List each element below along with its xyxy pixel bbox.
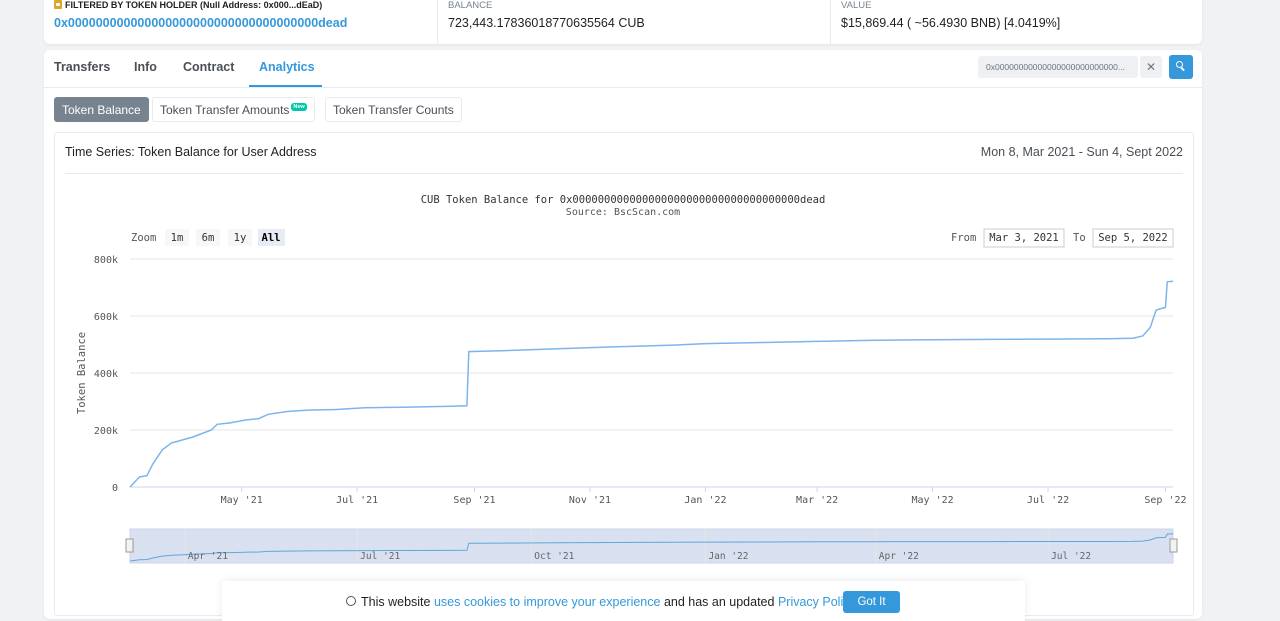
filter-label: FILTERED BY TOKEN HOLDER (Null Address: … bbox=[54, 0, 322, 10]
zoom-button-1y-label: 1y bbox=[234, 232, 247, 244]
x-tick-label: Sep '21 bbox=[453, 495, 495, 506]
x-axis-ticks: May '21 Jul '21 Sep '21 Nov '21 Jan '22 Mar '… bbox=[221, 487, 1187, 506]
navigator-tick-label: Apr '21 bbox=[188, 551, 228, 562]
from-date-input[interactable]: Mar 3, 2021 bbox=[983, 228, 1065, 248]
value-amount: $15,869.44 ( ~56.4930 BNB) [4.0419%] bbox=[841, 16, 1061, 30]
to-label: To bbox=[1073, 232, 1086, 244]
zoom-button-6m[interactable]: 6m bbox=[196, 229, 220, 246]
subtab-token-transfer-counts[interactable]: Token Transfer Counts bbox=[325, 97, 462, 122]
zoom-button-all-label: All bbox=[262, 232, 281, 244]
y-tick-label: 800k bbox=[94, 255, 118, 266]
chart-date-range: Mon 8, Mar 2021 - Sun 4, Sept 2022 bbox=[980, 145, 1183, 159]
navigator-handle-right[interactable] bbox=[1169, 538, 1178, 553]
chart-subtitle: Source: BscScan.com bbox=[566, 207, 680, 218]
cookie-text: This website uses cookies to improve you… bbox=[361, 595, 858, 609]
holder-info-card: FILTERED BY TOKEN HOLDER (Null Address: … bbox=[44, 0, 1202, 44]
new-badge: New bbox=[291, 103, 307, 111]
zoom-button-6m-label: 6m bbox=[202, 232, 215, 244]
holder-filter-column: FILTERED BY TOKEN HOLDER (Null Address: … bbox=[44, 0, 437, 44]
navigator-tick-label: Apr '22 bbox=[879, 551, 919, 562]
balance-label: BALANCE bbox=[448, 0, 493, 11]
navigator-handle-left[interactable] bbox=[125, 538, 134, 553]
x-tick-label: Nov '21 bbox=[569, 495, 611, 506]
zoom-button-1m[interactable]: 1m bbox=[165, 229, 189, 246]
clear-search-button[interactable]: ✕ bbox=[1140, 56, 1162, 78]
to-date-value: Sep 5, 2022 bbox=[1098, 232, 1168, 244]
x-tick-label: Mar '22 bbox=[796, 495, 838, 506]
x-tick-label: Sep '22 bbox=[1144, 495, 1186, 506]
chart-divider bbox=[65, 173, 1183, 174]
x-tick-label: Jul '22 bbox=[1027, 495, 1069, 506]
y-tick-label: 200k bbox=[94, 426, 118, 437]
tab-transfers[interactable]: Transfers bbox=[54, 60, 111, 74]
zoom-button-1y[interactable]: 1y bbox=[228, 229, 252, 246]
to-date-input[interactable]: Sep 5, 2022 bbox=[1092, 228, 1174, 248]
subtab-transfer-amounts-label: Token Transfer Amounts bbox=[160, 103, 290, 117]
zoom-button-all-bg bbox=[258, 229, 285, 246]
zoom-button-1m-bg bbox=[165, 229, 189, 246]
subtab-token-balance[interactable]: Token Balance bbox=[54, 97, 149, 122]
from-label: From bbox=[951, 232, 976, 244]
y-tick-label: 0 bbox=[112, 483, 118, 494]
navigator-tick-label: Jul '21 bbox=[360, 551, 400, 562]
x-tick-label: May '22 bbox=[912, 495, 954, 506]
navigator-tick-label: Jan '22 bbox=[708, 551, 748, 562]
balance-value: 723,443.17836018770635564 CUB bbox=[448, 16, 645, 30]
zoom-button-1m-label: 1m bbox=[171, 232, 184, 244]
navigator[interactable]: Apr '21 Jul '21 Oct '21 Jan '22 Apr '22 Jul '… bbox=[125, 528, 1178, 564]
from-date-value: Mar 3, 2021 bbox=[989, 232, 1059, 244]
search-button[interactable] bbox=[1169, 55, 1193, 79]
lock-icon bbox=[54, 0, 62, 9]
balance-column: BALANCE 723,443.17836018770635564 CUB bbox=[437, 0, 831, 44]
close-icon: ✕ bbox=[1145, 60, 1157, 74]
cookie-icon bbox=[346, 596, 356, 606]
navigator-tick-label: Jul '22 bbox=[1051, 551, 1091, 562]
cookie-banner: This website uses cookies to improve you… bbox=[222, 581, 1025, 621]
search-input[interactable]: 0x00000000000000000000000000... bbox=[978, 56, 1138, 78]
chart-grid bbox=[130, 258, 1173, 488]
tab-info[interactable]: Info bbox=[134, 60, 157, 74]
chart-header-title: Time Series: Token Balance for User Addr… bbox=[65, 145, 317, 159]
holder-address-link[interactable]: 0x000000000000000000000000000000000000de… bbox=[54, 16, 348, 30]
value-label: VALUE bbox=[841, 0, 872, 11]
x-tick-label: May '21 bbox=[221, 495, 263, 506]
got-it-button[interactable]: Got It bbox=[843, 591, 900, 613]
zoom-button-all[interactable]: All bbox=[258, 229, 285, 246]
chart-title: CUB Token Balance for 0x0000000000000000… bbox=[421, 194, 826, 206]
navigator-ticks: Apr '21 Jul '21 Oct '21 Jan '22 Apr '22 Jul '… bbox=[188, 551, 1091, 562]
zoom-button-6m-bg bbox=[196, 229, 220, 246]
navigator-tick-label: Oct '21 bbox=[534, 551, 574, 562]
cookie-policy-link[interactable]: uses cookies to improve your experience bbox=[433, 595, 661, 609]
search-icon bbox=[1176, 61, 1183, 68]
cookie-text-before: This website bbox=[361, 595, 434, 609]
from-date-input-box bbox=[983, 228, 1065, 248]
zoom-button-1y-bg bbox=[228, 229, 252, 246]
y-axis-ticks: 0 200k 400k 600k 800k bbox=[94, 255, 118, 494]
subtab-token-transfer-amounts[interactable]: Token Transfer Amounts New bbox=[152, 97, 315, 122]
tab-analytics[interactable]: Analytics bbox=[259, 60, 315, 74]
value-column: VALUE $15,869.44 ( ~56.4930 BNB) [4.0419… bbox=[830, 0, 1211, 44]
x-tick-label: Jan '22 bbox=[684, 495, 726, 506]
navigator-series-line bbox=[129, 533, 1174, 562]
tab-contract[interactable]: Contract bbox=[183, 60, 235, 74]
privacy-policy-link[interactable]: Privacy Policy bbox=[777, 595, 855, 609]
x-tick-label: Jul '21 bbox=[336, 495, 378, 506]
y-tick-label: 600k bbox=[94, 312, 118, 323]
series-line-token-balance bbox=[129, 280, 1174, 488]
zoom-label: Zoom bbox=[131, 232, 156, 244]
y-tick-label: 400k bbox=[94, 369, 118, 380]
filter-label-text: FILTERED BY TOKEN HOLDER (Null Address: … bbox=[65, 0, 323, 10]
cookie-text-middle: and has an updated bbox=[660, 595, 778, 609]
active-tab-indicator bbox=[249, 85, 322, 87]
y-axis-label: Token Balance bbox=[76, 332, 88, 414]
navigator-selected-range bbox=[129, 528, 1174, 564]
navigator-grid bbox=[184, 529, 1049, 563]
main-card: Transfers Info Contract Analytics 0x0000… bbox=[44, 50, 1202, 619]
to-date-input-box bbox=[1092, 228, 1174, 248]
tab-bar: Transfers Info Contract Analytics 0x0000… bbox=[44, 50, 1202, 88]
